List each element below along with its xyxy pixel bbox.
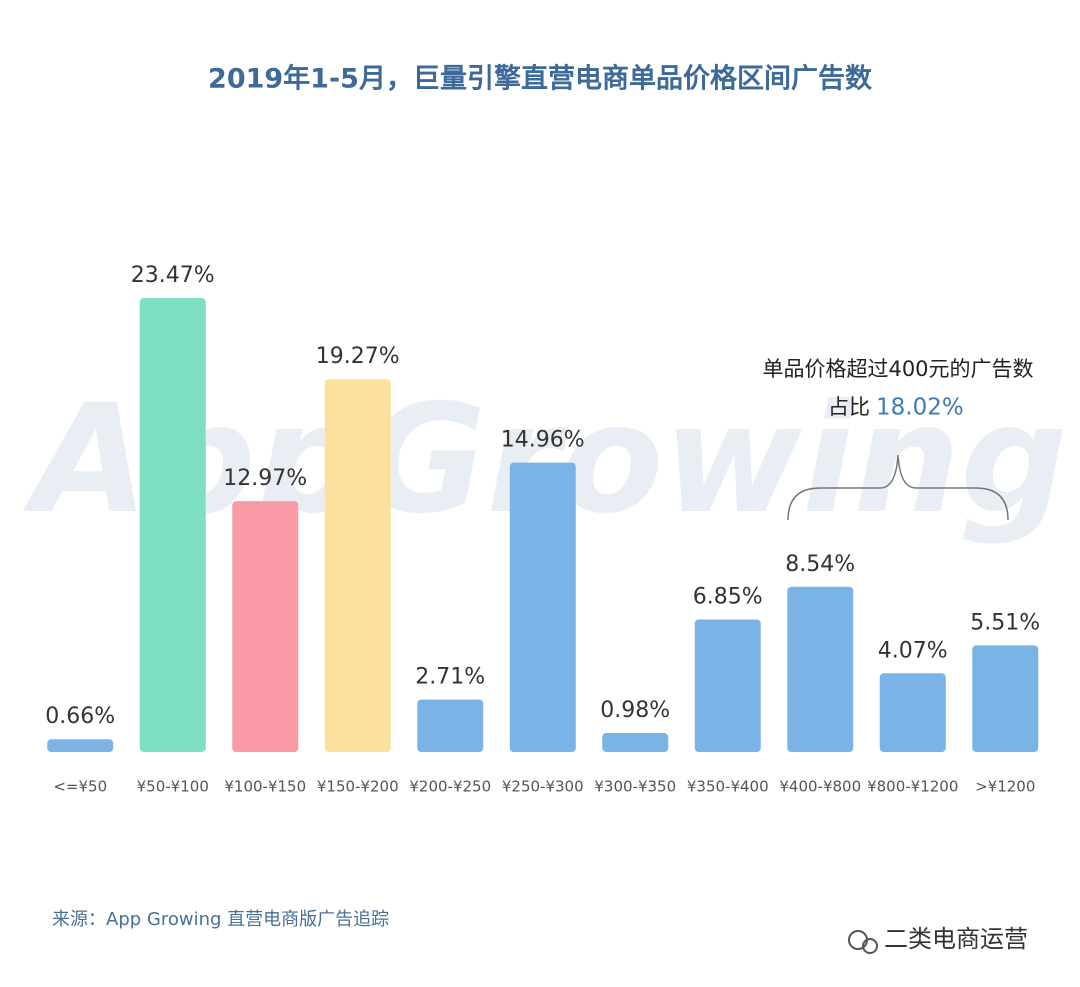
- annotation-text: 单品价格超过400元的广告数: [762, 357, 1033, 381]
- chart-title: 2019年1-5月，巨量引擎直营电商单品价格区间广告数: [208, 63, 873, 95]
- value-label: 0.66%: [45, 704, 115, 729]
- plot-area: 0.66% <=¥50 23.47% ¥50-¥100 12.97% ¥100-¥150 1…: [45, 263, 1040, 796]
- annotation-brace: [787, 454, 1009, 521]
- annotation-value: 18.02%: [876, 395, 964, 421]
- value-label: 0.98%: [600, 698, 670, 723]
- x-tick-label: ¥250-¥300: [502, 778, 584, 796]
- bar: [139, 298, 206, 752]
- bar: [417, 699, 484, 752]
- x-tick-label: ¥100-¥150: [224, 778, 306, 796]
- source-note: 来源：App Growing 直营电商版广告追踪: [52, 909, 389, 930]
- watermark-icon: [848, 930, 878, 954]
- bar: [324, 379, 391, 752]
- x-tick-label: ¥350-¥400: [687, 778, 769, 796]
- value-label: 14.96%: [501, 428, 585, 453]
- x-tick-label: ¥150-¥200: [317, 778, 399, 796]
- value-label: 23.47%: [131, 263, 215, 288]
- bar: [602, 733, 669, 752]
- value-label: 4.07%: [878, 638, 948, 663]
- bar: [47, 739, 114, 752]
- watermark: 二类电商运营: [884, 925, 1028, 953]
- x-tick-label: ¥800-¥1200: [867, 778, 958, 796]
- bar: [694, 619, 761, 752]
- value-label: 2.71%: [415, 665, 485, 690]
- x-tick-label: ¥200-¥250: [409, 778, 491, 796]
- bar: [972, 645, 1039, 752]
- x-tick-label: >¥1200: [975, 778, 1035, 796]
- bar: [509, 462, 576, 752]
- bar: [787, 586, 854, 752]
- x-tick-label: ¥400-¥800: [779, 778, 861, 796]
- annotation-prefix: 占比: [828, 395, 870, 419]
- value-label: 12.97%: [223, 466, 307, 491]
- bar: [232, 501, 299, 752]
- value-label: 5.51%: [970, 610, 1040, 635]
- x-tick-label: ¥50-¥100: [137, 778, 209, 796]
- value-label: 6.85%: [693, 584, 763, 609]
- value-label: 19.27%: [316, 344, 400, 369]
- x-tick-label: ¥300-¥350: [594, 778, 676, 796]
- x-tick-label: <=¥50: [53, 778, 107, 796]
- value-label: 8.54%: [785, 552, 855, 577]
- bar: [879, 673, 946, 752]
